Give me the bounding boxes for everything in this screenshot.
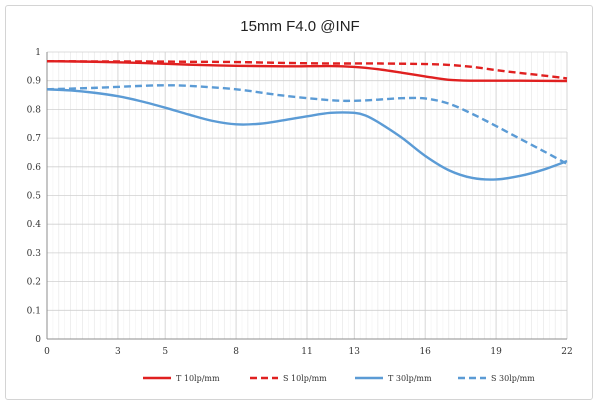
legend-label: S 10lp/mm bbox=[283, 374, 327, 383]
y-tick-label: 0.6 bbox=[27, 163, 42, 173]
x-tick-label: 3 bbox=[115, 347, 121, 357]
y-tick-label: 0.4 bbox=[27, 220, 42, 230]
y-tick-label: 1 bbox=[35, 48, 41, 58]
series-line-s-30lp-mm bbox=[46, 84, 568, 165]
legend-label: S 30lp/mm bbox=[491, 374, 535, 383]
y-tick-label: 0.8 bbox=[27, 105, 42, 115]
y-tick-label: 0.5 bbox=[27, 192, 42, 202]
tick-labels: 0 3 5 8 11 13 16 19 22 0 0.1 0.2 0.3 0.4 0.5 0.6 0.7 0.8 0… bbox=[27, 48, 573, 357]
x-tick-label: 11 bbox=[301, 347, 312, 357]
series-lines bbox=[46, 59, 568, 181]
y-tick-label: 0 bbox=[35, 335, 41, 345]
x-tick-label: 19 bbox=[490, 347, 502, 357]
x-tick-label: 22 bbox=[561, 347, 572, 357]
x-tick-label: 13 bbox=[349, 347, 361, 357]
chart-frame bbox=[5, 5, 593, 400]
legend-label: T 10lp/mm bbox=[176, 374, 220, 383]
series-line-t-30lp-mm bbox=[46, 88, 568, 181]
y-tick-label: 0.9 bbox=[27, 77, 42, 87]
y-tick-label: 0.7 bbox=[27, 134, 42, 144]
legend: T 10lp/mm S 10lp/mm T 30lp/mm S 30lp/mm bbox=[143, 374, 535, 383]
series-line-s-10lp-mm bbox=[46, 59, 568, 80]
axes bbox=[46, 52, 567, 340]
series-line-t-10lp-mm bbox=[46, 59, 568, 83]
x-tick-label: 16 bbox=[419, 347, 431, 357]
y-tick-label: 0.2 bbox=[27, 278, 41, 288]
legend-label: T 30lp/mm bbox=[388, 374, 432, 383]
chart-title: 15mm F4.0 @INF bbox=[240, 18, 360, 35]
x-tick-label: 8 bbox=[233, 347, 239, 357]
x-tick-label: 0 bbox=[44, 347, 50, 357]
grid-lines bbox=[46, 51, 568, 340]
y-tick-label: 0.1 bbox=[27, 306, 41, 316]
y-tick-label: 0.3 bbox=[27, 249, 42, 259]
x-tick-label: 5 bbox=[162, 347, 168, 357]
